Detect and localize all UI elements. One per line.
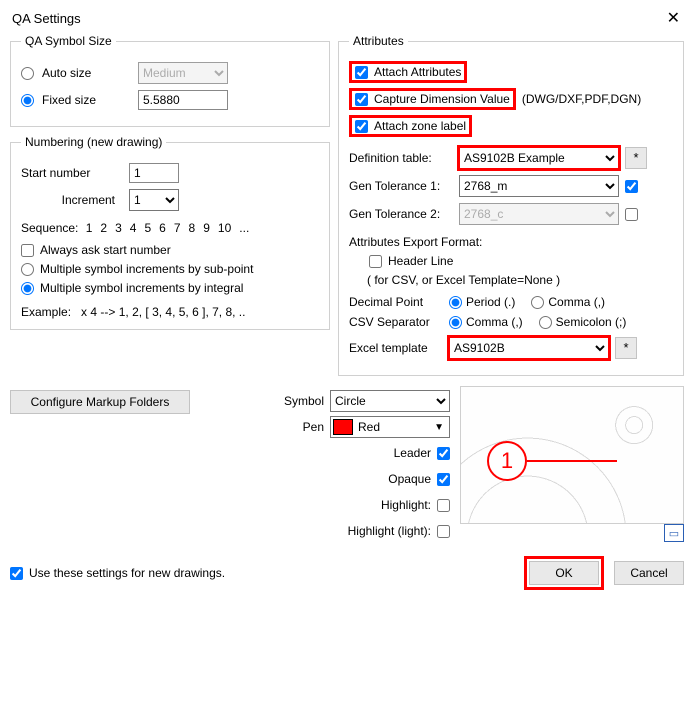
label-fixed-size: Fixed size xyxy=(42,93,130,107)
annotation-circle: 1 xyxy=(487,441,527,481)
label-attach-zone: Attach zone label xyxy=(374,119,466,133)
select-symbol[interactable]: Circle xyxy=(330,390,450,412)
label-decimal-point: Decimal Point xyxy=(349,295,443,309)
checkbox-tol2[interactable] xyxy=(625,208,638,221)
close-icon[interactable]: ✕ xyxy=(663,8,684,28)
label-pen-value: Red xyxy=(358,420,380,434)
radio-auto-size[interactable] xyxy=(21,67,34,80)
select-tol2[interactable]: 2768_c xyxy=(459,203,619,225)
checkbox-header-line[interactable] xyxy=(369,255,382,268)
select-tol1[interactable]: 2768_m xyxy=(459,175,619,197)
label-leader: Leader xyxy=(394,446,431,460)
radio-csv-comma[interactable] xyxy=(449,316,462,329)
label-tol2: Gen Tolerance 2: xyxy=(349,207,453,221)
chevron-down-icon: ▼ xyxy=(434,422,447,433)
label-csv-sep: CSV Separator xyxy=(349,315,443,329)
select-pen[interactable]: Red ▼ xyxy=(330,416,450,438)
label-start-number: Start number xyxy=(21,166,121,180)
checkbox-use-settings[interactable] xyxy=(10,567,23,580)
example-row: Example: x 4 --> 1, 2, [ 3, 4, 5, 6 ], 7… xyxy=(21,305,319,319)
label-highlight: Highlight: xyxy=(381,498,431,512)
label-excel-template: Excel template xyxy=(349,341,443,355)
radio-inc-subpoint[interactable] xyxy=(21,263,34,276)
button-configure-markup[interactable]: Configure Markup Folders xyxy=(10,390,190,414)
select-increment[interactable]: 1 xyxy=(129,189,179,211)
label-inc-subpoint: Multiple symbol increments by sub-point xyxy=(40,262,253,276)
checkbox-always-ask[interactable] xyxy=(21,244,34,257)
label-attach-attributes: Attach Attributes xyxy=(374,65,461,79)
groupbox-numbering: Numbering (new drawing) Start number Inc… xyxy=(10,135,330,330)
label-always-ask: Always ask start number xyxy=(40,243,171,257)
legend-attributes: Attributes xyxy=(349,34,408,48)
label-inc-integral: Multiple symbol increments by integral xyxy=(40,281,243,295)
annotation-leader xyxy=(527,460,617,462)
label-export-format: Attributes Export Format: xyxy=(349,235,673,249)
window-title: QA Settings xyxy=(12,11,81,26)
label-csv-semi: Semicolon (;) xyxy=(556,315,627,329)
checkbox-leader[interactable] xyxy=(437,447,450,460)
cancel-button[interactable]: Cancel xyxy=(614,561,684,585)
checkbox-highlight-light[interactable] xyxy=(437,525,450,538)
label-capture-note: (DWG/DXF,PDF,DGN) xyxy=(522,92,641,106)
label-definition-table: Definition table: xyxy=(349,151,453,165)
select-excel-template[interactable]: AS9102B xyxy=(449,337,609,359)
label-use-settings: Use these settings for new drawings. xyxy=(29,566,225,580)
label-increment: Increment xyxy=(21,193,121,207)
input-start-number[interactable] xyxy=(129,163,179,183)
sequence-row: Sequence: 12345678910... xyxy=(21,221,319,235)
label-auto-size: Auto size xyxy=(42,66,130,80)
checkbox-highlight[interactable] xyxy=(437,499,450,512)
label-highlight-light: Highlight (light): xyxy=(348,524,431,538)
input-fixed-size[interactable] xyxy=(138,90,228,110)
groupbox-attributes: Attributes Attach Attributes Capture Dim… xyxy=(338,34,684,376)
checkbox-attach-attributes[interactable] xyxy=(355,66,368,79)
select-auto-size[interactable]: Medium xyxy=(138,62,228,84)
checkbox-tol1[interactable] xyxy=(625,180,638,193)
button-deftable-star[interactable]: * xyxy=(625,147,647,169)
groupbox-symbol-size: QA Symbol Size Auto size Medium Fixed si… xyxy=(10,34,330,127)
label-capture-dimension: Capture Dimension Value xyxy=(374,92,510,106)
label-dec-comma: Comma (,) xyxy=(548,295,605,309)
expand-preview-icon[interactable]: ▭ xyxy=(664,524,684,542)
radio-dec-comma[interactable] xyxy=(531,296,544,309)
pen-swatch-icon xyxy=(333,419,353,435)
checkbox-attach-zone[interactable] xyxy=(355,120,368,133)
radio-inc-integral[interactable] xyxy=(21,282,34,295)
button-excel-star[interactable]: * xyxy=(615,337,637,359)
preview-panel: 1 xyxy=(460,386,684,524)
radio-csv-semi[interactable] xyxy=(539,316,552,329)
checkbox-opaque[interactable] xyxy=(437,473,450,486)
label-csv-comma: Comma (,) xyxy=(466,315,523,329)
label-opaque: Opaque xyxy=(388,472,431,486)
radio-dec-period[interactable] xyxy=(449,296,462,309)
legend-numbering: Numbering (new drawing) xyxy=(21,135,166,149)
label-header-line: Header Line xyxy=(388,254,453,268)
label-tol1: Gen Tolerance 1: xyxy=(349,179,453,193)
label-symbol: Symbol xyxy=(284,394,324,408)
checkbox-capture-dimension[interactable] xyxy=(355,93,368,106)
ok-button[interactable]: OK xyxy=(529,561,599,585)
label-pen: Pen xyxy=(303,420,324,434)
select-definition-table[interactable]: AS9102B Example xyxy=(459,147,619,169)
label-dec-period: Period (.) xyxy=(466,295,515,309)
radio-fixed-size[interactable] xyxy=(21,94,34,107)
legend-symbol-size: QA Symbol Size xyxy=(21,34,116,48)
label-header-note: ( for CSV, or Excel Template=None ) xyxy=(367,273,673,287)
